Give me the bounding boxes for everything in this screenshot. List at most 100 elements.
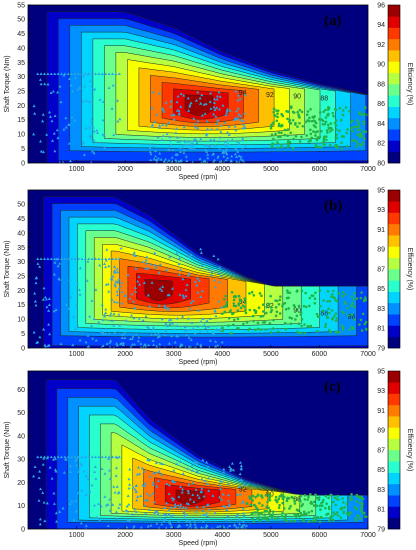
operating-point-marker (114, 466, 118, 470)
operating-point-marker (223, 505, 227, 508)
operating-point-marker (127, 502, 131, 506)
operating-point-marker (359, 507, 363, 511)
operating-point-marker (330, 309, 334, 312)
operating-point-marker (223, 297, 226, 301)
operating-point-marker (234, 109, 238, 113)
operating-point-marker (217, 90, 221, 94)
operating-point-marker (194, 345, 198, 348)
operating-point-marker (328, 299, 332, 303)
operating-point-marker (345, 131, 349, 135)
operating-point-marker (155, 521, 159, 525)
operating-point-marker (351, 327, 355, 330)
operating-point-marker (209, 107, 213, 110)
operating-point-marker (229, 309, 232, 312)
operating-point-marker (107, 86, 111, 89)
operating-point-marker (163, 306, 167, 310)
operating-point-marker (97, 141, 101, 145)
operating-point-marker (348, 109, 351, 113)
colorbar-swatch (388, 302, 400, 315)
operating-point-marker (53, 457, 57, 461)
operating-point-marker (358, 323, 361, 326)
operating-point-marker (242, 119, 246, 122)
operating-point-marker (341, 113, 345, 117)
operating-point-marker (181, 505, 185, 509)
operating-point-marker (160, 289, 164, 292)
operating-point-marker (90, 483, 94, 487)
operating-point-marker (68, 159, 72, 163)
operating-point-marker (241, 138, 245, 142)
operating-point-marker (192, 147, 196, 150)
operating-point-marker (245, 321, 249, 324)
operating-point-marker (188, 519, 192, 523)
operating-point-marker (235, 140, 239, 144)
colorbar-swatch (388, 393, 400, 406)
operating-point-marker (201, 458, 205, 462)
operating-point-marker (61, 506, 65, 510)
operating-point-marker (125, 504, 129, 508)
operating-point-marker (36, 262, 40, 265)
colorbar-tick-label: 83 (377, 306, 385, 313)
x-tick-label: 5000 (263, 351, 279, 358)
operating-point-marker (53, 149, 57, 153)
operating-point-marker (204, 160, 207, 163)
x-tick-label: 7000 (360, 166, 376, 173)
operating-point-marker (186, 467, 190, 471)
operating-point-marker (154, 265, 158, 269)
operating-point-marker (116, 329, 120, 333)
operating-point-marker (139, 494, 143, 498)
operating-point-marker (287, 307, 290, 310)
contour-label: 90 (293, 94, 301, 101)
operating-point-marker (136, 495, 140, 498)
operating-point-marker (242, 527, 245, 529)
operating-point-marker (326, 131, 329, 134)
operating-point-marker (314, 493, 317, 497)
operating-point-marker (203, 112, 207, 115)
operating-point-marker (174, 158, 178, 162)
operating-point-marker (39, 72, 43, 76)
operating-point-marker (46, 82, 50, 86)
operating-point-marker (342, 510, 346, 514)
operating-point-marker (95, 515, 99, 519)
operating-point-marker (108, 468, 112, 472)
operating-point-marker (148, 474, 152, 478)
operating-point-marker (307, 520, 311, 523)
operating-point-marker (98, 518, 102, 522)
x-tick-label: 4000 (214, 166, 230, 173)
operating-point-marker (152, 500, 156, 504)
operating-point-marker (235, 492, 239, 496)
operating-point-marker (117, 455, 121, 459)
operating-point-marker (77, 466, 81, 470)
operating-point-marker (242, 322, 245, 326)
operating-point-marker (332, 500, 335, 504)
operating-point-marker (360, 134, 364, 138)
operating-point-marker (319, 508, 322, 511)
operating-point-marker (138, 282, 142, 286)
operating-point-marker (356, 128, 360, 132)
operating-point-marker (208, 345, 211, 348)
operating-point-marker (115, 456, 119, 459)
operating-point-marker (60, 72, 64, 76)
operating-point-marker (353, 305, 356, 308)
operating-point-marker (87, 344, 91, 348)
operating-point-marker (136, 465, 140, 469)
operating-point-marker (93, 470, 97, 474)
operating-point-marker (212, 332, 216, 335)
operating-point-marker (42, 327, 46, 331)
operating-point-marker (334, 330, 338, 334)
operating-point-marker (199, 247, 203, 251)
operating-point-marker (69, 295, 73, 299)
operating-point-marker (194, 488, 198, 491)
operating-point-marker (74, 327, 78, 330)
operating-point-marker (187, 255, 191, 259)
operating-point-marker (240, 501, 244, 505)
operating-point-marker (103, 262, 107, 265)
operating-point-marker (200, 486, 204, 490)
operating-point-marker (326, 299, 329, 303)
operating-point-marker (153, 263, 157, 267)
operating-point-marker (168, 135, 172, 139)
operating-point-marker (164, 123, 168, 127)
operating-point-marker (253, 504, 257, 507)
operating-point-marker (183, 140, 187, 143)
operating-point-marker (63, 257, 67, 261)
operating-point-marker (124, 318, 128, 322)
